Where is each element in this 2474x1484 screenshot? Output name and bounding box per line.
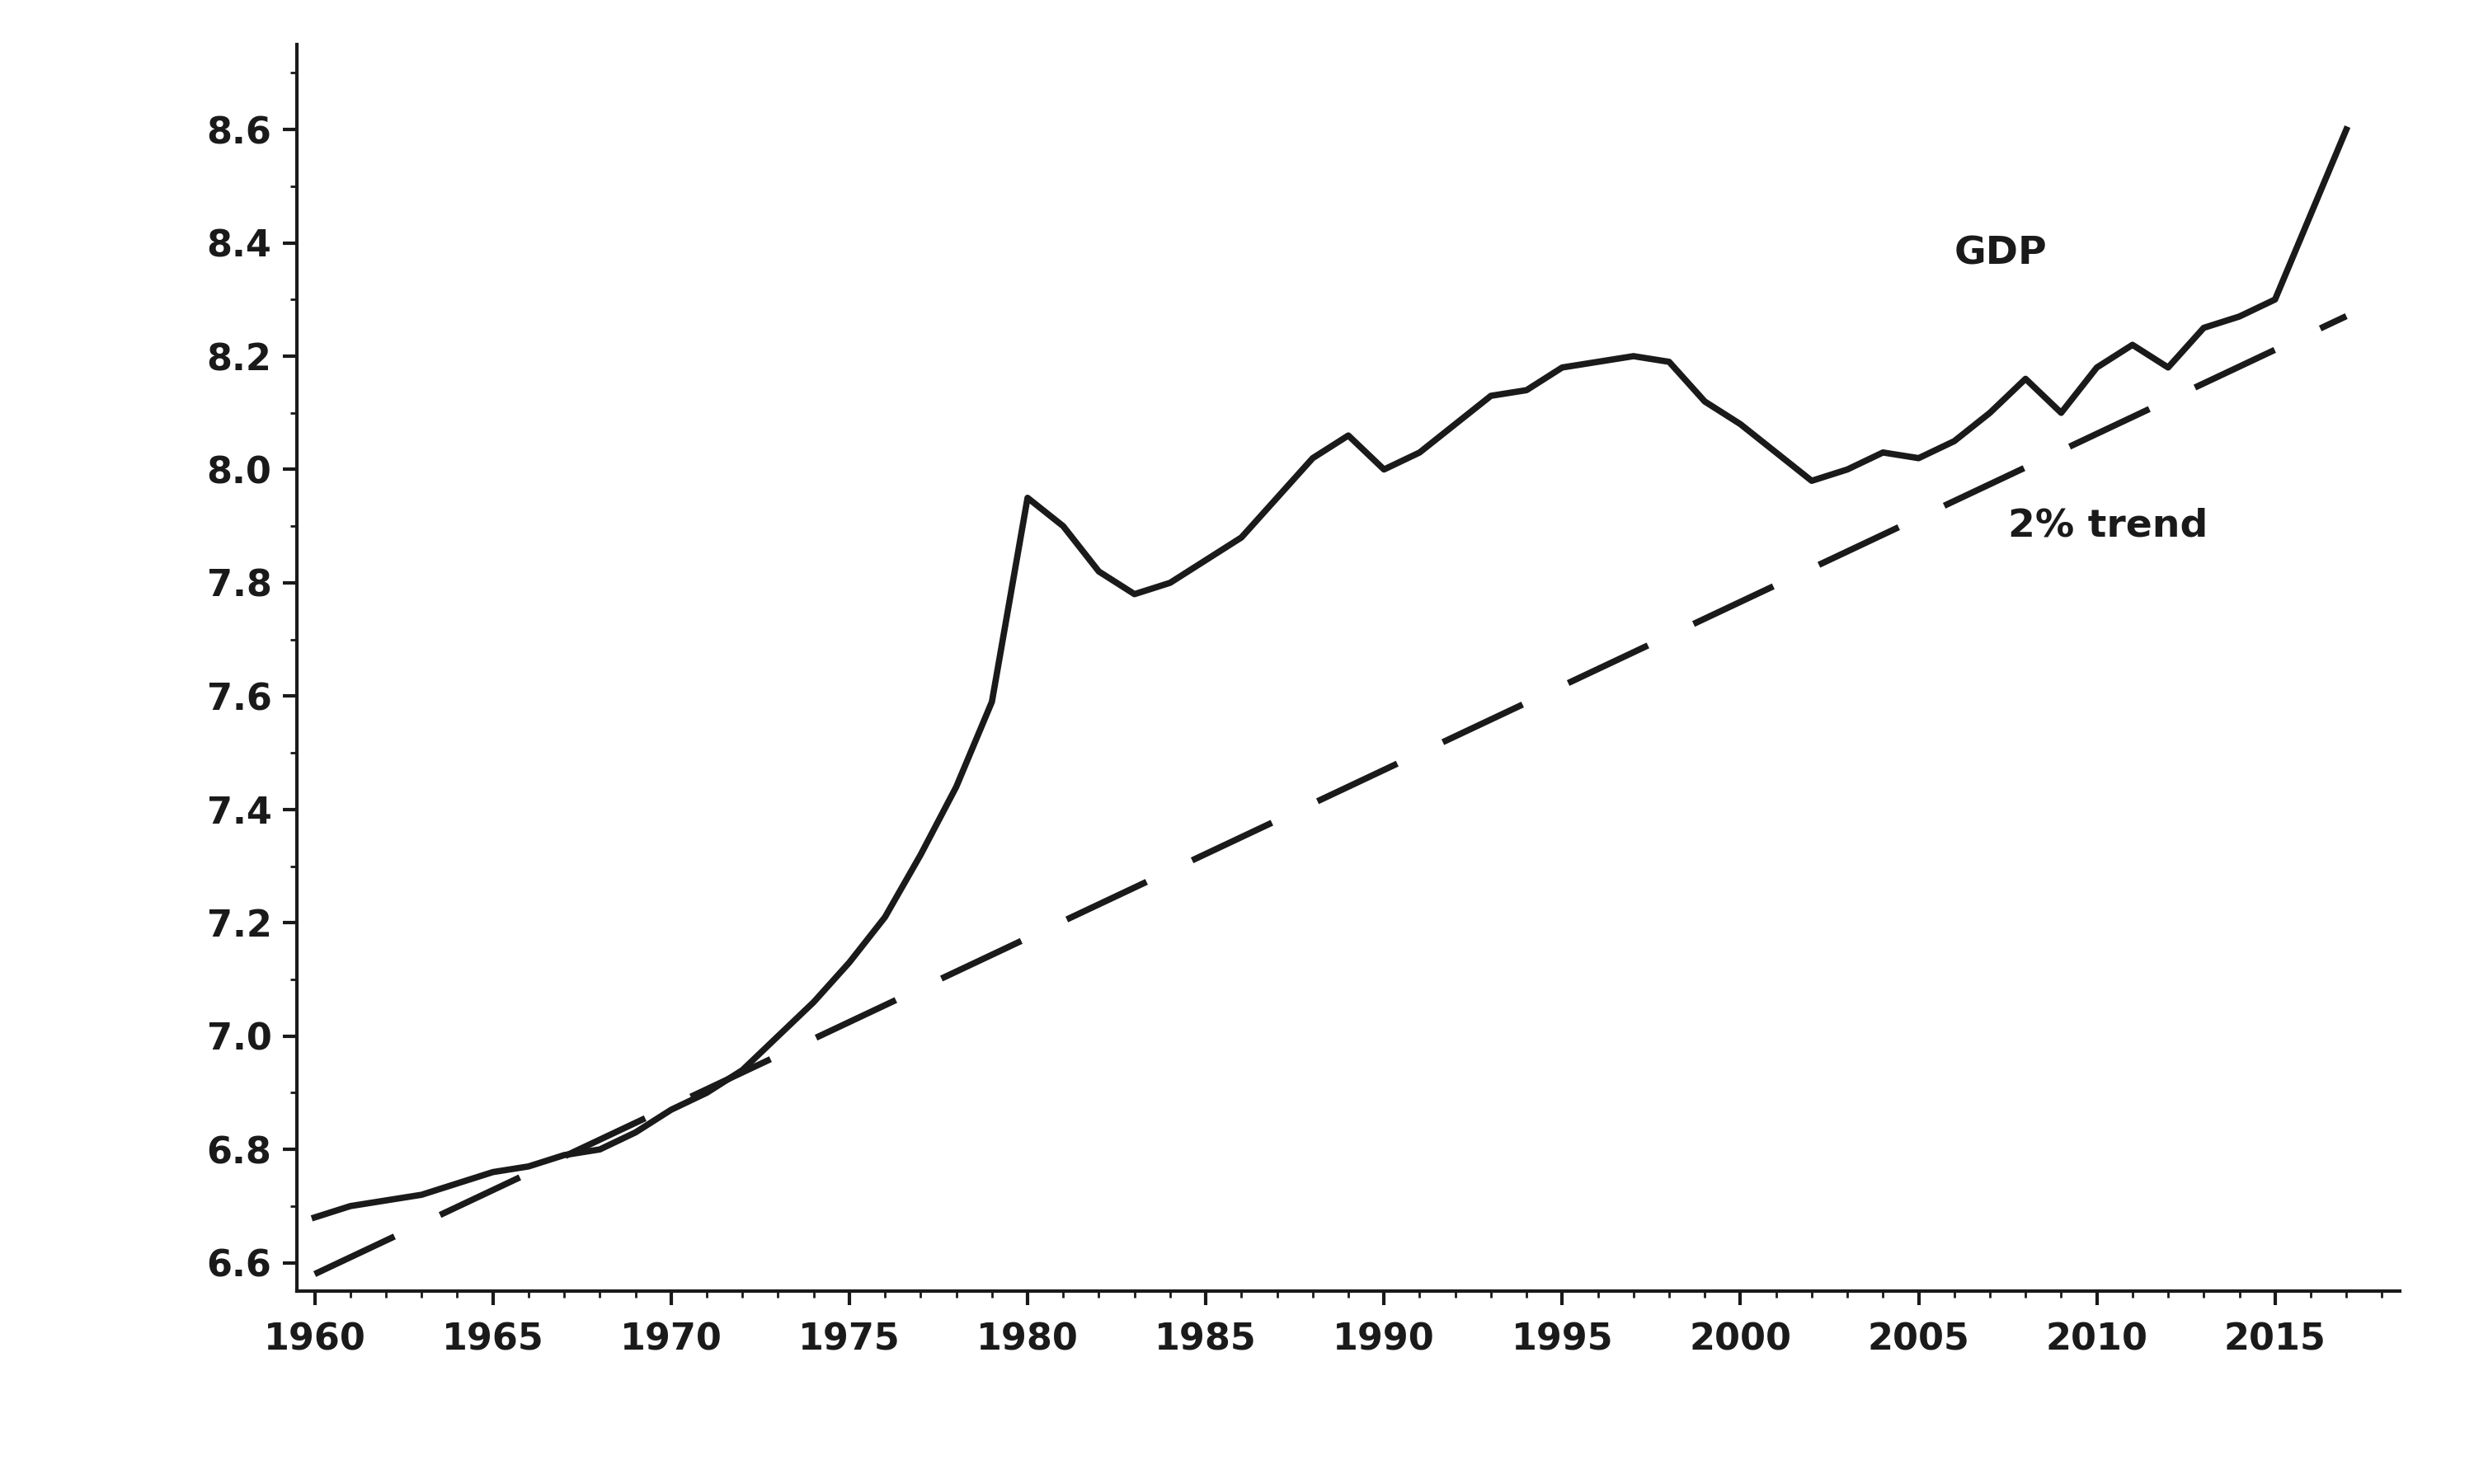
Text: 2% trend: 2% trend	[2009, 508, 2207, 545]
Text: GDP: GDP	[1954, 236, 2046, 273]
